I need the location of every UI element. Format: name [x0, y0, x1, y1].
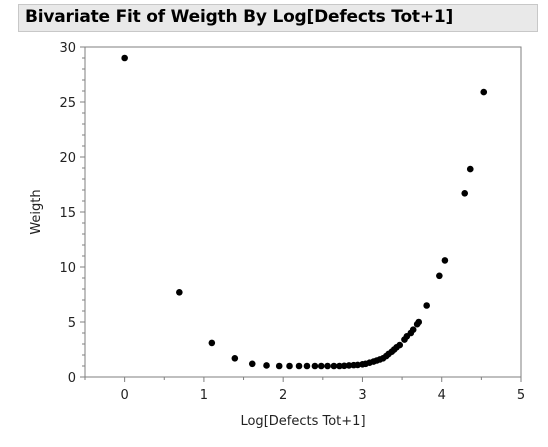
data-point [396, 341, 404, 349]
data-point [409, 326, 417, 334]
data-point [231, 355, 239, 362]
data-point [340, 362, 348, 370]
data-point [303, 362, 311, 370]
data-point [176, 289, 183, 296]
x-axis: 0 1 2 3 4 5 [84, 377, 525, 403]
y-tick-label: 5 [68, 316, 76, 331]
x-tick-label: 5 [517, 388, 525, 403]
y-tick-label: 30 [59, 41, 76, 56]
data-point [275, 362, 283, 370]
data-point [423, 302, 430, 309]
x-tick-label: 4 [438, 388, 446, 403]
data-point [317, 362, 325, 370]
y-tick-label: 25 [59, 96, 76, 111]
data-point [311, 362, 319, 370]
data-point [121, 54, 128, 62]
y-axis: 0 5 10 15 20 25 30 [59, 41, 85, 386]
data-point [466, 165, 474, 173]
data-point [295, 362, 303, 370]
data-point [286, 362, 293, 370]
data-point [415, 318, 423, 326]
data-point [336, 362, 343, 370]
data-point [461, 190, 469, 197]
x-axis-title: Log[Defects Tot+1] [240, 414, 365, 429]
plot-frame [84, 46, 522, 378]
report-title: Bivariate Fit of Weigth By Log[Defects T… [25, 7, 454, 27]
data-point [324, 362, 331, 370]
data-point [263, 362, 270, 369]
x-tick-label: 1 [200, 388, 208, 403]
y-tick-label: 0 [68, 371, 76, 386]
data-point [345, 362, 353, 369]
x-tick-label: 0 [120, 388, 128, 403]
y-tick-label: 20 [59, 151, 76, 166]
report-header[interactable]: Bivariate Fit of Weigth By Log[Defects T… [18, 4, 538, 32]
data-point [208, 339, 216, 347]
x-tick-label: 2 [279, 388, 287, 403]
x-tick-label: 3 [358, 388, 366, 403]
data-points [121, 54, 488, 370]
data-point [248, 360, 256, 368]
data-point [441, 257, 449, 264]
y-axis-title: Weigth [29, 189, 44, 234]
data-point [330, 362, 338, 370]
data-point [436, 272, 443, 280]
y-tick-label: 10 [59, 261, 76, 276]
data-point [480, 88, 488, 96]
y-tick-label: 15 [59, 206, 76, 221]
